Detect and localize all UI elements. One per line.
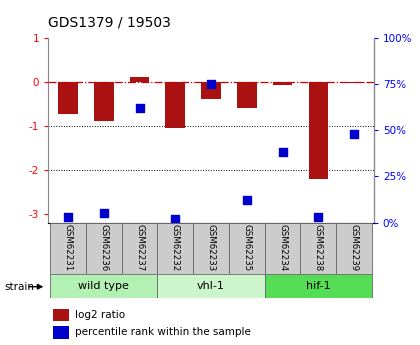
- Text: log2 ratio: log2 ratio: [75, 309, 125, 319]
- Bar: [86, 223, 122, 274]
- Bar: [229, 223, 265, 274]
- Text: GSM62237: GSM62237: [135, 224, 144, 271]
- Point: [244, 198, 250, 203]
- Bar: [300, 223, 336, 274]
- Text: percentile rank within the sample: percentile rank within the sample: [75, 327, 251, 337]
- Text: GSM62235: GSM62235: [242, 224, 251, 271]
- Bar: [58, 82, 78, 114]
- Point: [279, 150, 286, 155]
- Bar: [309, 82, 328, 179]
- Text: GSM62232: GSM62232: [171, 224, 180, 271]
- Bar: [94, 82, 113, 121]
- Bar: [52, 308, 69, 321]
- Bar: [122, 223, 158, 274]
- Bar: [265, 223, 300, 274]
- Bar: [201, 82, 221, 99]
- Point: [315, 214, 322, 220]
- Bar: [158, 223, 193, 274]
- Bar: [158, 274, 265, 298]
- Bar: [130, 77, 150, 82]
- Bar: [344, 82, 364, 83]
- Point: [100, 210, 107, 216]
- Text: GDS1379 / 19503: GDS1379 / 19503: [48, 15, 171, 29]
- Text: GSM62234: GSM62234: [278, 224, 287, 271]
- Bar: [273, 82, 292, 86]
- Bar: [50, 274, 158, 298]
- Text: hif-1: hif-1: [306, 282, 331, 291]
- Point: [208, 81, 215, 87]
- Bar: [193, 223, 229, 274]
- Bar: [50, 223, 86, 274]
- Point: [172, 216, 178, 221]
- Bar: [336, 223, 372, 274]
- Point: [351, 131, 357, 137]
- Point: [136, 105, 143, 111]
- Bar: [165, 82, 185, 128]
- Text: GSM62231: GSM62231: [63, 224, 73, 271]
- Text: vhl-1: vhl-1: [197, 282, 225, 291]
- Text: GSM62236: GSM62236: [99, 224, 108, 271]
- Point: [65, 214, 71, 220]
- Bar: [237, 82, 257, 108]
- Text: GSM62238: GSM62238: [314, 224, 323, 271]
- Text: wild type: wild type: [78, 282, 129, 291]
- Text: strain: strain: [4, 282, 34, 292]
- Text: GSM62233: GSM62233: [207, 224, 215, 271]
- Bar: [265, 274, 372, 298]
- Bar: [52, 326, 69, 338]
- Text: GSM62239: GSM62239: [349, 224, 359, 271]
